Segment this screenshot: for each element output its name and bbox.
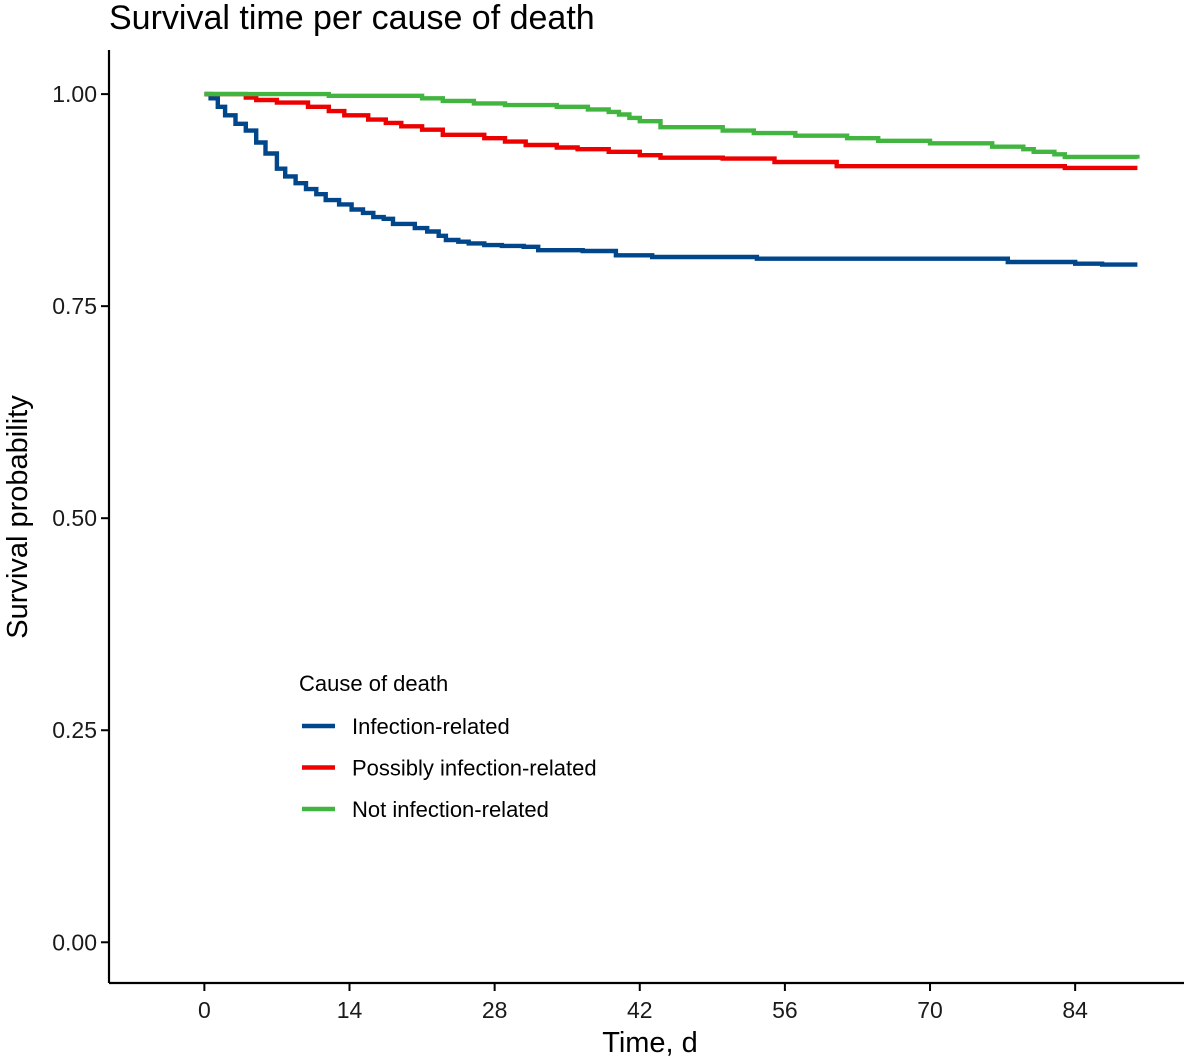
x-tick-label: 14 <box>337 997 363 1023</box>
series-line-infection-related <box>204 91 1138 267</box>
y-axis-title: Survival probability <box>2 395 34 639</box>
x-tick-label: 70 <box>917 997 943 1023</box>
chart-title: Survival time per cause of death <box>109 0 595 37</box>
x-tick-label: 0 <box>198 997 211 1023</box>
y-axis-ticks: 0.00 0.25 0.50 0.75 1.00 <box>52 81 109 955</box>
x-axis-title: Time, d <box>602 1027 698 1059</box>
series-line-possibly-infection-related <box>204 91 1138 171</box>
legend-title: Cause of death <box>299 671 448 696</box>
y-tick-label: 0.25 <box>52 717 97 743</box>
series-line-not-infection-related <box>204 91 1140 160</box>
x-tick-label: 42 <box>627 997 653 1023</box>
x-tick-label: 28 <box>482 997 508 1023</box>
y-tick-label: 0.50 <box>52 505 97 531</box>
x-tick-label: 56 <box>772 997 798 1023</box>
legend: Cause of death Infection-related Possibly… <box>299 671 597 822</box>
series-layer <box>204 91 1140 267</box>
legend-items: Infection-related Possibly infection-rela… <box>302 714 597 822</box>
x-axis-ticks: 0 14 28 42 56 70 84 <box>198 983 1088 1023</box>
legend-label-possibly-infection-related: Possibly infection-related <box>352 756 597 781</box>
legend-label-not-infection-related: Not infection-related <box>352 797 549 822</box>
y-tick-label: 0.75 <box>52 293 97 319</box>
y-tick-label: 0.00 <box>52 929 97 955</box>
y-tick-label: 1.00 <box>52 81 97 107</box>
legend-label-infection-related: Infection-related <box>352 714 510 739</box>
x-tick-label: 84 <box>1062 997 1088 1023</box>
